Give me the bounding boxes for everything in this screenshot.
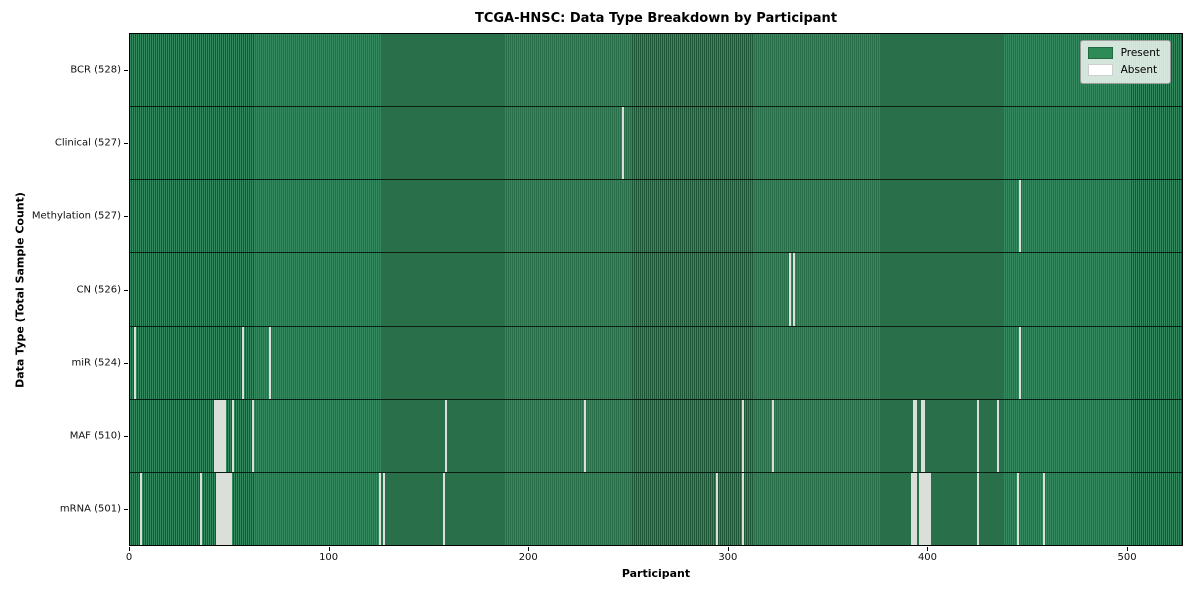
legend-item-present: Present [1087, 47, 1160, 59]
x-tick-mark [328, 547, 330, 551]
absent-stripe [1042, 472, 1045, 545]
row-Clinical [130, 107, 1182, 181]
heatmap-rows [130, 34, 1182, 545]
legend-present-label: Present [1120, 47, 1160, 59]
absent-stripe [915, 399, 917, 472]
y-tick-mark [124, 289, 128, 291]
absent-stripe [920, 399, 923, 472]
absent-stripe [584, 399, 587, 472]
absent-stripe [911, 472, 913, 545]
x-tick-mark [927, 547, 929, 551]
absent-stripe [913, 399, 915, 472]
absent-stripe [219, 472, 222, 545]
x-tick-mark [528, 547, 530, 551]
absent-stripe [215, 472, 218, 545]
x-axis-title: Participant [621, 567, 691, 580]
absent-stripe [139, 472, 142, 545]
absent-stripe [976, 472, 979, 545]
absent-stripe [251, 399, 254, 472]
absent-stripe [915, 472, 917, 545]
absent-stripe [215, 399, 218, 472]
x-tick-mark [129, 547, 130, 551]
absent-stripe [741, 399, 744, 472]
row-MAF [130, 399, 1182, 473]
legend-absent-label: Absent [1120, 64, 1158, 76]
absent-stripe [793, 253, 796, 326]
y-tick-mark [124, 362, 128, 364]
absent-stripe [976, 399, 979, 472]
y-tick-label-BCR: BCR (528) [70, 64, 121, 76]
absent-stripe [996, 399, 999, 472]
plot-area: Present Absent [129, 33, 1183, 546]
absent-stripe [715, 472, 718, 545]
legend-present-swatch [1087, 47, 1113, 59]
absent-stripe [241, 326, 244, 399]
absent-stripe [225, 472, 228, 545]
y-tick-mark [124, 142, 128, 144]
absent-stripe [231, 399, 234, 472]
absent-stripe [227, 472, 230, 545]
absent-stripe [913, 472, 915, 545]
absent-stripe [221, 399, 224, 472]
legend: Present Absent [1079, 40, 1171, 84]
y-tick-label-MAF: MAF (510) [69, 430, 121, 442]
row-CN [130, 253, 1182, 327]
absent-stripe [383, 472, 386, 545]
absent-stripe [199, 472, 202, 545]
absent-stripe [922, 472, 925, 545]
absent-stripe [221, 472, 224, 545]
y-tick-mark [124, 69, 128, 71]
y-tick-mark [124, 436, 128, 438]
absent-stripe [269, 326, 272, 399]
absent-stripe [217, 472, 220, 545]
absent-stripe [223, 399, 226, 472]
x-tick-label-500: 500 [1117, 552, 1137, 563]
absent-stripe [442, 472, 445, 545]
y-tick-mark [124, 216, 128, 218]
y-tick-label-mRNA: mRNA (501) [59, 503, 121, 515]
y-tick-label-miR: miR (524) [71, 357, 121, 369]
y-tick-mark [124, 509, 128, 511]
y-tick-label-Clinical: Clinical (527) [54, 137, 121, 149]
absent-stripe [741, 472, 744, 545]
chart-title: TCGA-HNSC: Data Type Breakdown by Partic… [474, 11, 838, 26]
absent-stripe [133, 326, 136, 399]
x-tick-mark [727, 547, 729, 551]
row-miR [130, 326, 1182, 400]
row-mRNA [130, 472, 1182, 545]
absent-stripe [213, 399, 216, 472]
absent-stripe [379, 472, 382, 545]
absent-stripe [229, 472, 232, 545]
legend-absent-swatch [1087, 64, 1113, 76]
absent-stripe [223, 472, 226, 545]
x-tick-label-0: 0 [125, 552, 133, 563]
y-tick-label-CN: CN (526) [76, 284, 121, 295]
x-tick-label-300: 300 [718, 552, 738, 563]
absent-stripe [219, 399, 222, 472]
x-tick-mark [1127, 547, 1129, 551]
absent-stripe [922, 399, 925, 472]
row-BCR [130, 34, 1182, 108]
x-tick-label-100: 100 [319, 552, 339, 563]
x-tick-label-200: 200 [518, 552, 538, 563]
y-tick-label-Methylation: Methylation (527) [31, 210, 121, 222]
row-Methylation [130, 180, 1182, 254]
absent-stripe [1018, 326, 1021, 399]
absent-stripe [1018, 180, 1021, 253]
absent-stripe [919, 472, 921, 545]
absent-stripe [926, 472, 929, 545]
absent-stripe [444, 399, 447, 472]
x-tick-label-400: 400 [917, 552, 938, 563]
absent-stripe [928, 472, 931, 545]
absent-stripe [1016, 472, 1019, 545]
absent-stripe [924, 472, 927, 545]
legend-item-absent: Absent [1087, 64, 1160, 76]
absent-stripe [920, 472, 923, 545]
absent-stripe [771, 399, 774, 472]
absent-stripe [622, 107, 625, 180]
absent-stripe [789, 253, 792, 326]
absent-stripe [217, 399, 220, 472]
